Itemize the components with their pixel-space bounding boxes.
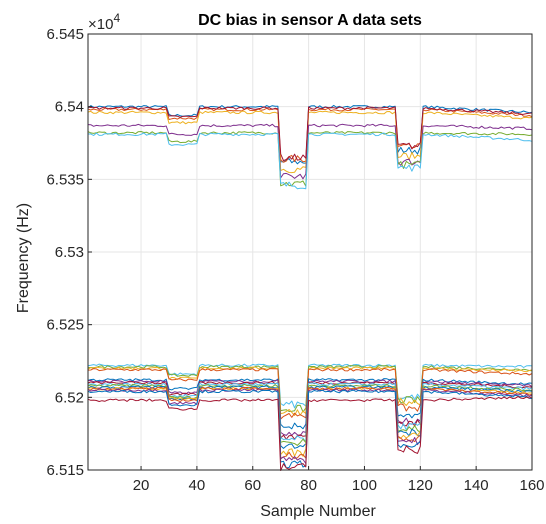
y-tick-label: 6.53 [55, 244, 84, 261]
y-tick-label: 6.535 [46, 171, 84, 188]
y-tick-label: 6.52 [55, 389, 84, 406]
series-line-8 [87, 363, 533, 409]
series-line-1 [87, 104, 533, 165]
x-tick-label: 140 [464, 477, 489, 494]
y-exponent-base: ×10 [88, 16, 113, 33]
x-tick-label: 60 [244, 477, 261, 494]
y-exponent-power: 4 [113, 11, 120, 25]
series-line-14 [87, 381, 533, 440]
series-line-16 [87, 383, 533, 446]
series-line-5 [87, 131, 533, 187]
series-line-7 [87, 106, 533, 162]
y-axis-label: Frequency (Hz) [15, 203, 32, 313]
series-line-9 [87, 365, 533, 413]
y-exponent-label: ×104 [88, 11, 120, 33]
x-axis-label: Sample Number [260, 503, 376, 520]
y-tick-label: 6.545 [46, 26, 84, 43]
series-line-6 [87, 132, 533, 190]
x-tick-label: 160 [519, 477, 544, 494]
x-tick-label: 120 [408, 477, 433, 494]
series-line-2 [87, 107, 533, 163]
y-tick-label: 6.515 [46, 462, 84, 479]
series-line-4 [87, 123, 533, 180]
series-line-20 [87, 388, 533, 464]
series-line-11 [87, 367, 533, 420]
y-tick-label: 6.54 [55, 99, 84, 116]
series-line-22 [87, 395, 533, 471]
ticks: 20 40 60 80 100 120 140 160 6.515 6.52 6.525 6.53 6.… [46, 26, 544, 494]
series-line-18 [87, 386, 533, 457]
x-tick-label: 100 [352, 477, 377, 494]
series-line-21 [87, 389, 533, 469]
x-tick-label: 40 [189, 477, 206, 494]
series-line-15 [87, 382, 533, 443]
series-line-3 [87, 110, 533, 174]
y-tick-label: 6.525 [46, 317, 84, 334]
series-lines [87, 104, 533, 471]
x-tick-label: 80 [300, 477, 317, 494]
chart-title: DC bias in sensor A data sets [198, 12, 422, 29]
x-tick-label: 20 [133, 477, 150, 494]
